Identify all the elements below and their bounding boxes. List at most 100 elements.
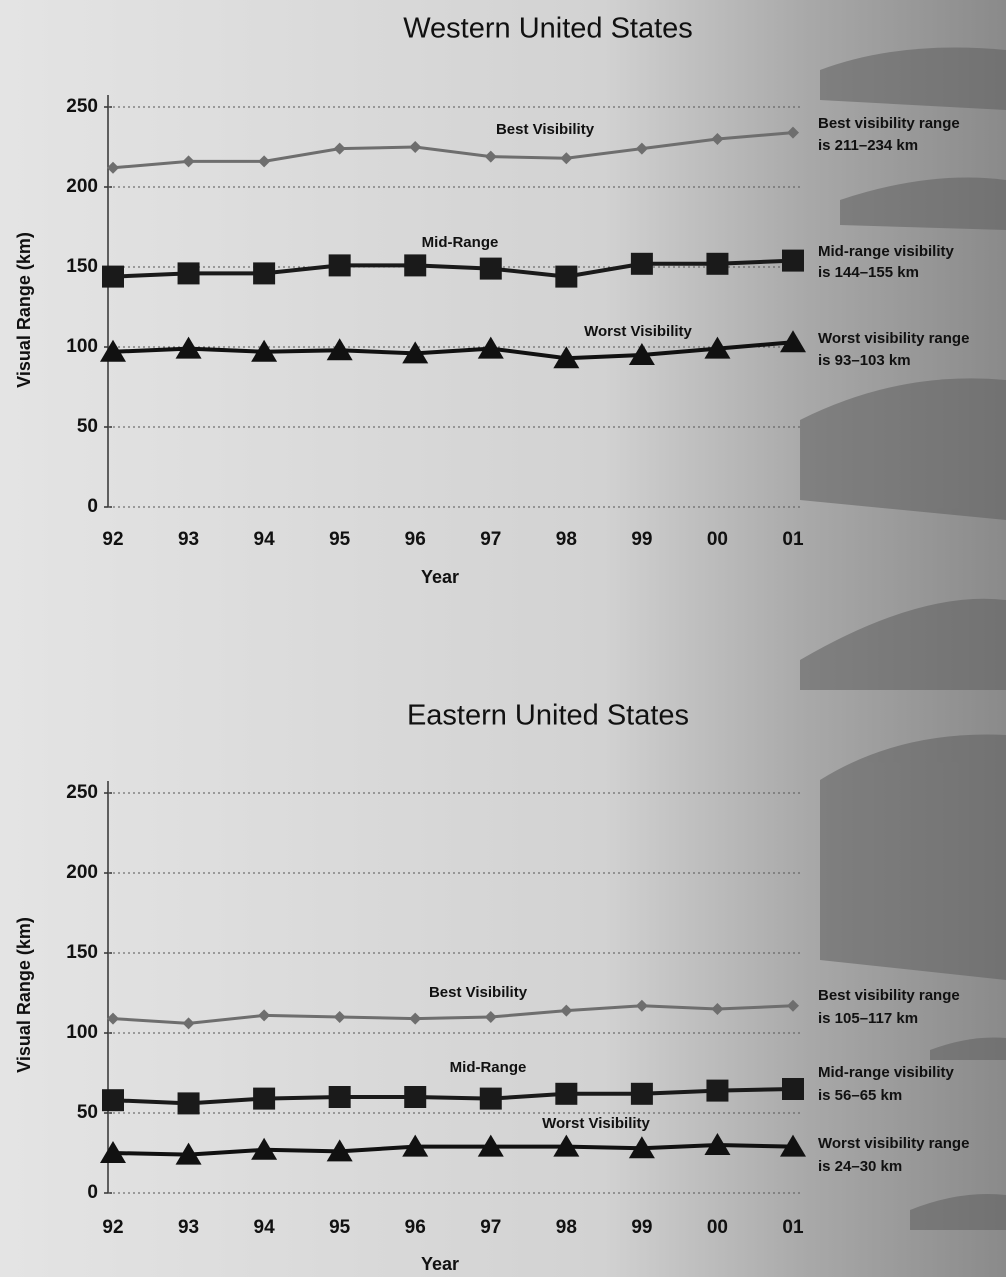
marker-square bbox=[328, 254, 351, 277]
marker-triangle bbox=[553, 1134, 580, 1157]
marker-diamond bbox=[560, 152, 573, 165]
marker-triangle bbox=[553, 346, 580, 369]
series-label: Best Visibility bbox=[429, 984, 528, 1001]
y-tick-label: 50 bbox=[77, 416, 98, 437]
x-tick-label: 97 bbox=[480, 1217, 501, 1238]
x-tick-label: 92 bbox=[102, 529, 123, 550]
y-tick-label: 150 bbox=[66, 256, 98, 277]
marker-diamond bbox=[182, 1017, 195, 1030]
y-tick-label: 200 bbox=[66, 862, 98, 883]
x-tick-label: 93 bbox=[178, 529, 199, 550]
marker-square bbox=[102, 265, 124, 288]
y-tick-label: 50 bbox=[77, 1102, 98, 1123]
x-tick-label: 01 bbox=[782, 529, 804, 550]
annotation: is 105–117 km bbox=[818, 1010, 918, 1027]
annotation: is 93–103 km bbox=[818, 352, 911, 369]
x-tick-label: 95 bbox=[329, 1217, 351, 1238]
series-label: Best Visibility bbox=[496, 121, 595, 138]
x-tick-label: 97 bbox=[480, 529, 501, 550]
chart: Western United States Visual Range (km) Ye… bbox=[14, 13, 970, 587]
y-tick-label: 100 bbox=[66, 1022, 98, 1043]
marker-diamond bbox=[711, 1003, 724, 1015]
marker-triangle bbox=[628, 1136, 655, 1159]
marker-square bbox=[706, 1079, 729, 1102]
series-line bbox=[112, 131, 794, 170]
marker-triangle bbox=[100, 1141, 126, 1163]
chart-title: Eastern United States bbox=[407, 700, 689, 732]
marker-triangle bbox=[326, 1139, 353, 1162]
marker-diamond bbox=[409, 1012, 422, 1025]
x-tick-label: 99 bbox=[631, 529, 652, 550]
chart-title: Western United States bbox=[403, 13, 693, 45]
series-label: Worst Visibility bbox=[542, 1115, 650, 1132]
annotation: Mid-range visibility bbox=[818, 1064, 955, 1081]
marker-diamond bbox=[560, 1004, 573, 1017]
marker-triangle bbox=[251, 1137, 278, 1160]
marker-diamond bbox=[107, 161, 119, 174]
marker-triangle bbox=[628, 343, 655, 365]
marker-square bbox=[555, 265, 578, 288]
marker-diamond bbox=[258, 1009, 271, 1022]
y-tick-label: 0 bbox=[87, 496, 98, 517]
marker-triangle bbox=[100, 339, 126, 362]
x-tick-label: 92 bbox=[102, 1217, 123, 1238]
y-axis-label: Visual Range (km) bbox=[14, 232, 34, 388]
x-tick-label: 98 bbox=[556, 529, 577, 550]
y-tick-label: 150 bbox=[66, 942, 98, 963]
x-tick-label: 96 bbox=[405, 1217, 426, 1238]
series-line bbox=[112, 1004, 794, 1025]
marker-square bbox=[630, 252, 653, 275]
annotation: Worst visibility range bbox=[818, 330, 969, 347]
y-tick-label: 250 bbox=[66, 96, 98, 117]
y-tick-label: 0 bbox=[87, 1182, 98, 1203]
annotation: Best visibility range bbox=[818, 987, 960, 1004]
marker-square bbox=[630, 1082, 653, 1105]
marker-square bbox=[102, 1089, 124, 1112]
annotation: Worst visibility range bbox=[818, 1135, 969, 1152]
marker-triangle bbox=[704, 1133, 731, 1155]
marker-square bbox=[404, 1086, 427, 1108]
marker-diamond bbox=[484, 1011, 497, 1023]
marker-triangle bbox=[477, 1134, 504, 1157]
x-tick-label: 96 bbox=[405, 529, 426, 550]
marker-triangle bbox=[477, 336, 504, 359]
marker-diamond bbox=[787, 999, 799, 1012]
annotation: Best visibility range bbox=[818, 115, 960, 132]
x-axis-label: Year bbox=[421, 1254, 459, 1274]
marker-diamond bbox=[711, 133, 724, 145]
series-line bbox=[112, 340, 794, 361]
series-line bbox=[112, 1142, 794, 1157]
series-line bbox=[112, 258, 794, 279]
x-axis-label: Year bbox=[421, 567, 459, 587]
marker-triangle bbox=[780, 330, 806, 353]
marker-diamond bbox=[107, 1012, 119, 1025]
marker-square bbox=[404, 254, 427, 277]
clouds bbox=[800, 47, 1006, 1230]
x-tick-label: 94 bbox=[254, 529, 276, 550]
marker-triangle bbox=[326, 338, 353, 361]
marker-diamond bbox=[182, 155, 195, 168]
y-tick-label: 100 bbox=[66, 336, 98, 357]
marker-square bbox=[177, 262, 200, 285]
series-label: Mid-Range bbox=[422, 234, 499, 251]
series-line bbox=[112, 1087, 794, 1106]
marker-diamond bbox=[258, 155, 271, 168]
marker-square bbox=[706, 252, 729, 275]
series-label: Worst Visibility bbox=[584, 323, 692, 340]
marker-square bbox=[177, 1092, 200, 1115]
series-label: Mid-Range bbox=[450, 1059, 527, 1076]
x-tick-label: 01 bbox=[782, 1217, 804, 1238]
marker-square bbox=[555, 1082, 578, 1105]
x-tick-label: 00 bbox=[707, 1217, 728, 1238]
marker-triangle bbox=[402, 341, 429, 364]
marker-diamond bbox=[787, 126, 799, 139]
marker-triangle bbox=[251, 339, 278, 362]
marker-triangle bbox=[175, 1142, 202, 1165]
marker-square bbox=[479, 1087, 502, 1110]
marker-triangle bbox=[704, 336, 731, 359]
x-tick-label: 99 bbox=[631, 1217, 652, 1238]
marker-square bbox=[328, 1086, 351, 1108]
x-tick-label: 98 bbox=[556, 1217, 577, 1238]
